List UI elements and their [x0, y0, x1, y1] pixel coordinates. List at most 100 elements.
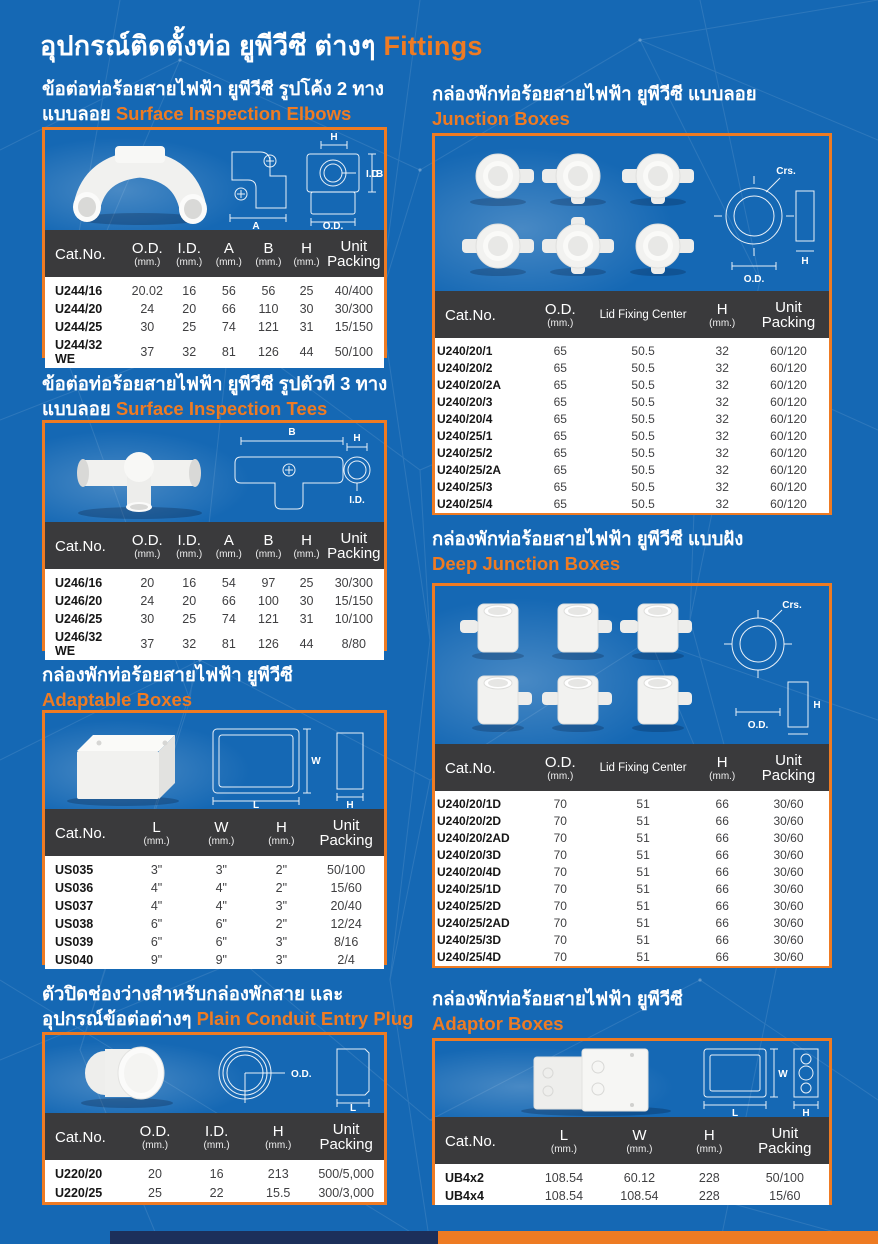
- value-cell: 32: [182, 637, 197, 651]
- elbow-illustration: A H I.D. B O.D.: [73, 132, 383, 230]
- value-cell: 60/120: [770, 361, 807, 375]
- table-header: Cat.No. O.D. (mm.) I.D. (mm.) H (mm.) Unit Packi…: [45, 1113, 384, 1160]
- table-row: U244/25 30 25 74 121 31 15/150: [45, 318, 384, 336]
- table-row: U240/20/2 65 50.5 32 60/120: [435, 360, 829, 377]
- value-cell: 25: [148, 1185, 162, 1200]
- column-header: H (mm.): [293, 239, 320, 268]
- value-cell: 51: [636, 865, 650, 879]
- value-cell: 65: [553, 429, 567, 443]
- table-row: UB4x4 108.54 108.54 228 15/60: [435, 1187, 829, 1205]
- section-heading-adaptor-boxes: กล่องพักท่อร้อยสายไฟฟ้า ยูพีวีซี Adaptor…: [432, 986, 852, 1036]
- value-cell: 100: [258, 594, 279, 608]
- value-cell: 32: [715, 497, 729, 511]
- table-row: U244/32 WE 37 32 81 126 44 50/100: [45, 336, 384, 368]
- cat-no-cell: U240/25/2D: [437, 899, 502, 913]
- cat-no-cell: U220/25: [55, 1185, 103, 1200]
- section-title-thai: กล่องพักท่อร้อยสายไฟฟ้า ยูพีวีซี แบบฝัง: [432, 528, 744, 549]
- table-row: US039 6" 6" 3" 8/16: [45, 933, 384, 951]
- value-cell: 70: [553, 882, 567, 896]
- table-body: U220/20 20 16 213 500/5,000 U220/25 25 22 15.5 30…: [45, 1160, 384, 1202]
- cat-no-cell: U240/20/2AD: [437, 831, 510, 845]
- value-cell: 50/100: [327, 863, 366, 877]
- value-cell: 30: [299, 302, 314, 316]
- value-cell: 500/5,000: [318, 1167, 374, 1182]
- value-cell: 51: [636, 916, 650, 930]
- table-row: US036 4" 4" 2" 15/60: [45, 879, 384, 897]
- value-cell: 32: [715, 480, 729, 494]
- value-cell: 74: [221, 320, 236, 334]
- value-cell: 32: [182, 345, 197, 359]
- table-row: U244/16 20.02 16 56 56 25 40/400: [45, 277, 384, 300]
- adaptable-box-illustration: W L H: [67, 728, 364, 809]
- section-heading-tees: ข้อต่อท่อร้อยสายไฟฟ้า ยูพีวีซี รูปตัวที …: [42, 371, 422, 421]
- cat-no-cell: U240/20/2: [437, 361, 493, 375]
- cat-no-cell: U240/25/2AD: [437, 916, 510, 930]
- value-cell: 66: [715, 933, 729, 947]
- value-cell: 65: [553, 497, 567, 511]
- cat-no-cell: U240/20/3: [437, 395, 493, 409]
- value-cell: 37: [140, 637, 155, 651]
- table-row: U220/25 25 22 15.5 300/3,000: [45, 1184, 384, 1202]
- value-cell: 32: [715, 361, 729, 375]
- product-image-adaptor-boxes: W L H: [435, 1041, 829, 1117]
- page-title-english: Fittings: [383, 31, 483, 61]
- table-row: U240/20/3 65 50.5 32 60/120: [435, 394, 829, 411]
- cat-no-cell: U240/25/2A: [437, 463, 502, 477]
- page-title-thai: อุปกรณ์ติดตั้งท่อ ยูพีวีซี ต่างๆ: [40, 31, 376, 61]
- value-cell: 66: [715, 899, 729, 913]
- value-cell: 30: [140, 320, 155, 334]
- value-cell: 66: [715, 831, 729, 845]
- value-cell: 32: [715, 378, 729, 392]
- value-cell: 32: [715, 344, 729, 358]
- value-cell: 56: [261, 284, 276, 298]
- cat-no-cell: U244/16: [55, 284, 103, 298]
- value-cell: 50.5: [631, 412, 655, 426]
- section-title-thai: ตัวปิดช่องว่างสำหรับกล่องพักสาย และ: [42, 983, 344, 1004]
- value-cell: 15/150: [334, 594, 373, 608]
- value-cell: 60/120: [770, 412, 807, 426]
- value-cell: 6": [215, 935, 227, 949]
- dim-label-h: H: [813, 700, 820, 711]
- value-cell: 70: [553, 797, 567, 811]
- table-header: Cat.No. L (mm.) W (mm.) H (mm.) Unit Packing: [435, 1117, 829, 1164]
- adaptor-box-front-diagram: W L: [703, 1048, 788, 1117]
- table-row: U240/20/3D 70 51 66 30/60: [435, 847, 829, 864]
- value-cell: 31: [299, 612, 314, 626]
- value-cell: 16: [182, 576, 197, 590]
- value-cell: 3": [215, 863, 227, 877]
- table-row: US038 6" 6" 2" 12/24: [45, 915, 384, 933]
- value-cell: 4": [215, 899, 227, 913]
- cat-no-cell: U240/25/1: [437, 429, 493, 443]
- table-header-row: Cat.No. O.D. (mm.) I.D. (mm.) H (mm.) Unit Packi…: [45, 1113, 384, 1160]
- card-elbows: A H I.D. B O.D. Cat.No. O.D. (mm.) I.D. (mm.…: [42, 127, 387, 368]
- value-cell: 32: [715, 429, 729, 443]
- value-cell: 51: [636, 831, 650, 845]
- value-cell: 81: [221, 345, 236, 359]
- table-header-row: Cat.No. L (mm.) W (mm.) H (mm.) Unit Packing: [435, 1117, 829, 1164]
- column-header: H (mm.): [709, 753, 736, 782]
- column-header: Cat.No.: [55, 537, 106, 555]
- dim-label-h: H: [801, 256, 808, 267]
- dim-label-h: H: [353, 433, 360, 444]
- table-row: U240/20/4D 70 51 66 30/60: [435, 864, 829, 881]
- value-cell: 20: [182, 302, 197, 316]
- value-cell: 65: [553, 480, 567, 494]
- column-header: Unit Packing: [319, 1121, 373, 1153]
- table-row: U240/25/2AD 70 51 66 30/60: [435, 915, 829, 932]
- card-entry-plug: O.D. L Cat.No. O.D. (mm.) I.D. (mm.) H (mm.) Un…: [42, 1032, 387, 1205]
- value-cell: 51: [636, 882, 650, 896]
- column-header: A (mm.): [215, 531, 242, 560]
- value-cell: 65: [553, 344, 567, 358]
- column-header: Unit Packing: [761, 752, 816, 784]
- cat-no-cell: US040: [55, 953, 94, 967]
- column-header: Unit Packing: [761, 299, 816, 331]
- value-cell: 3": [275, 935, 288, 949]
- adaptor-boxes-illustration: W L H: [521, 1048, 819, 1117]
- dim-label-w: W: [778, 1069, 788, 1080]
- adaptable-box-top-diagram: W L: [212, 728, 321, 809]
- column-header: H (mm.): [293, 531, 320, 560]
- value-cell: 60/120: [770, 463, 807, 477]
- column-header: H (mm.): [709, 300, 736, 329]
- product-image-entry-plug: O.D. L: [45, 1035, 384, 1113]
- column-header: B (mm.): [255, 531, 282, 560]
